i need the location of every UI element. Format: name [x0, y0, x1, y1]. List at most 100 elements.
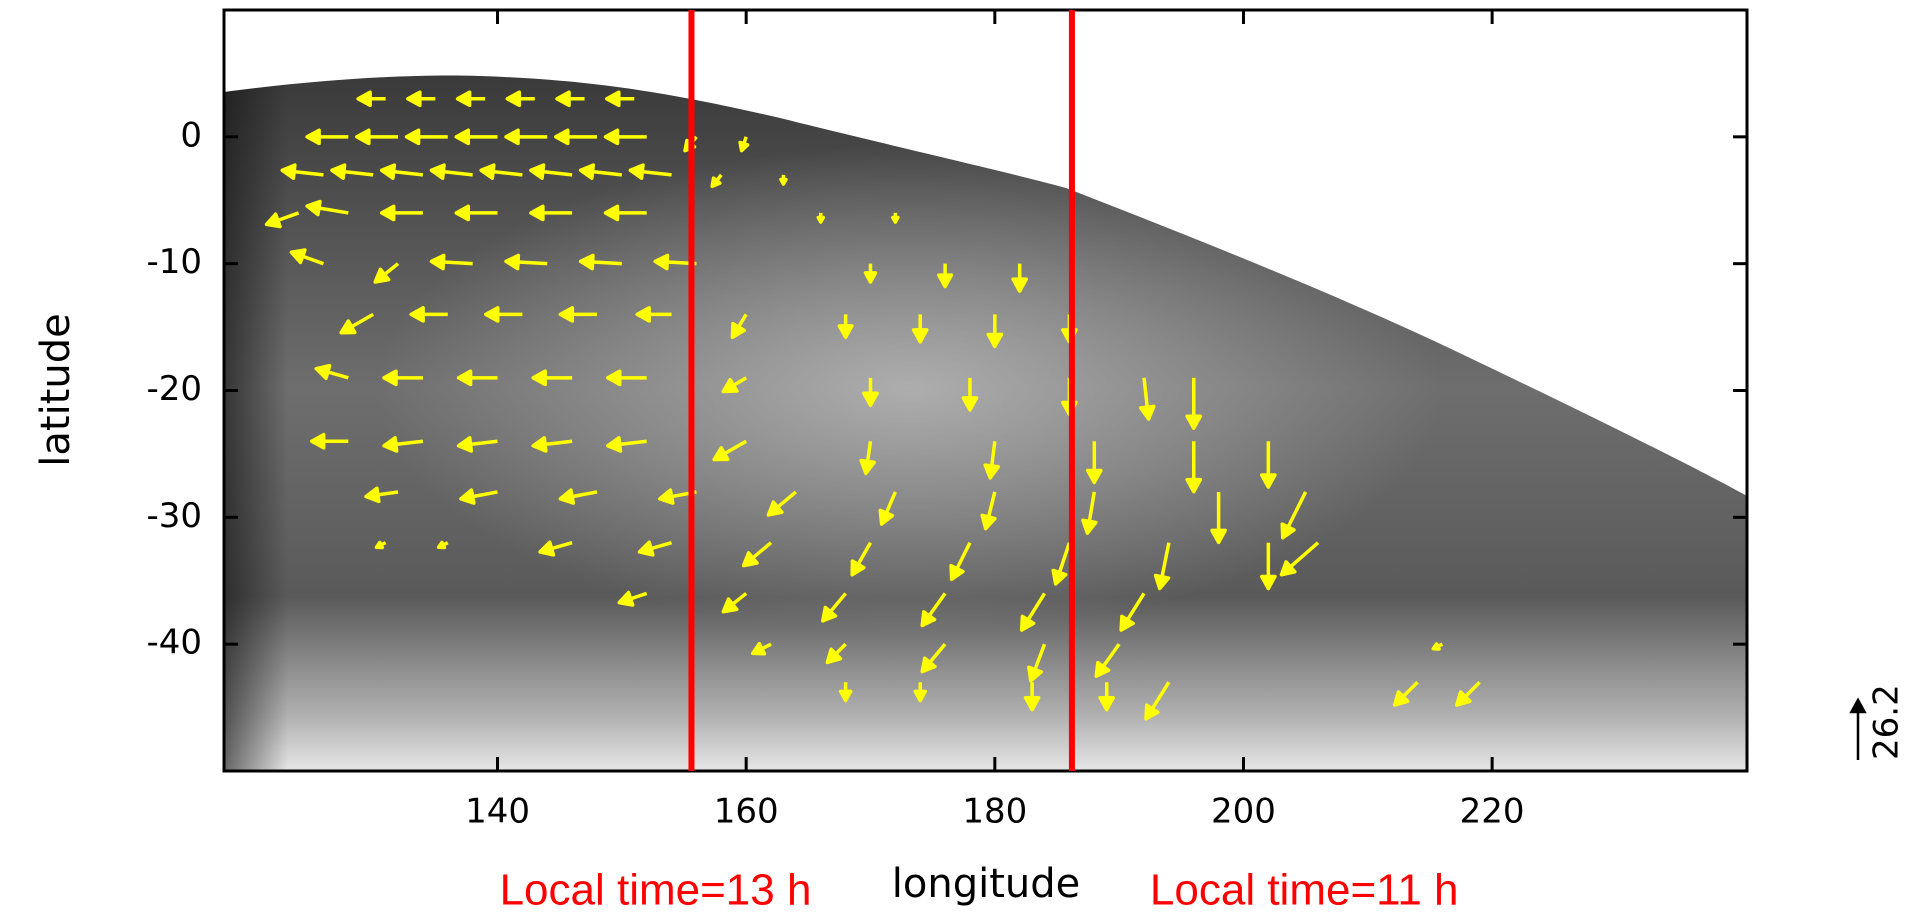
- wind-vector: [1023, 682, 1041, 712]
- wind-vector: [741, 541, 773, 568]
- wind-vector: [558, 306, 597, 323]
- wind-vector: [710, 173, 723, 189]
- y-tick-label: -10: [146, 242, 202, 282]
- wind-vector: [1259, 542, 1277, 591]
- x-axis-label: longitude: [892, 861, 1080, 907]
- wind-vector: [1027, 643, 1047, 683]
- wind-vector: [1081, 491, 1098, 535]
- wind-vector: [355, 128, 399, 146]
- wind-vector: [456, 436, 498, 453]
- y-tick-label: -30: [146, 496, 202, 536]
- wind-vector: [529, 163, 573, 180]
- wind-vector: [314, 363, 349, 381]
- wind-vector: [1051, 542, 1072, 586]
- wind-vector: [554, 128, 597, 146]
- wind-vector: [862, 377, 879, 408]
- wind-vector: [779, 174, 788, 186]
- wind-vector: [891, 212, 900, 224]
- wind-vector: [1431, 642, 1444, 651]
- wind-vector: [712, 439, 748, 462]
- x-tick-label: 180: [962, 792, 1027, 832]
- wind-vector: [949, 541, 972, 582]
- planet-image: [224, 75, 1747, 771]
- wind-vector: [721, 376, 748, 394]
- wind-vector: [738, 136, 750, 153]
- wind-vector: [859, 440, 876, 476]
- wind-vector: [1119, 592, 1146, 632]
- wind-vector: [289, 248, 325, 266]
- wind-vector: [617, 590, 648, 607]
- wind-vector: [531, 369, 573, 387]
- wind-vector: [1259, 441, 1277, 489]
- wind-vector: [920, 592, 947, 628]
- wind-vector: [911, 314, 929, 344]
- wind-vector: [1144, 681, 1171, 721]
- wind-vector: [404, 128, 448, 146]
- wind-vector: [1085, 441, 1103, 485]
- wind-vector: [986, 314, 1004, 349]
- reference-label: 26.2: [1867, 684, 1907, 760]
- wind-vector: [504, 253, 548, 271]
- wind-vector: [816, 212, 826, 224]
- wind-vector: [820, 592, 847, 623]
- wind-vector: [721, 592, 748, 614]
- wind-vector: [305, 128, 349, 146]
- wind-vector: [455, 90, 486, 108]
- wind-vector: [578, 253, 622, 271]
- wind-vector: [850, 541, 873, 577]
- wind-vector: [309, 432, 349, 450]
- wind-vector: [980, 491, 997, 531]
- wind-vector: [920, 643, 947, 674]
- wind-vector: [379, 204, 423, 222]
- wind-vector: [379, 163, 424, 180]
- wind-vector: [382, 369, 423, 387]
- wind-vector: [436, 540, 449, 550]
- reference-arrow: [1849, 697, 1867, 760]
- wind-vector: [305, 199, 349, 217]
- wind-vector: [339, 312, 375, 335]
- wind-vector: [280, 163, 324, 180]
- wind-vector: [429, 163, 473, 180]
- wind-vector: [603, 128, 647, 146]
- wind-vector: [837, 314, 854, 340]
- local-time-label: Local time=11 h: [1150, 866, 1459, 915]
- wind-vector: [409, 306, 448, 323]
- wind-vector: [825, 642, 847, 665]
- x-tick-label: 140: [465, 792, 530, 832]
- wind-vector: [838, 682, 853, 703]
- wind-vector: [1185, 377, 1203, 430]
- wind-vector: [637, 540, 673, 557]
- y-tick-label: -40: [146, 623, 202, 663]
- wind-vector: [1094, 643, 1121, 678]
- plot-area: [264, 90, 1481, 721]
- wind-vector: [505, 90, 535, 108]
- wind-vector: [1210, 491, 1227, 545]
- wind-vector: [1455, 680, 1481, 707]
- wind-vector: [878, 491, 897, 526]
- wind-vector: [961, 377, 979, 412]
- local-time-label: Local time=13 h: [500, 866, 812, 915]
- y-axis-label: latitude: [33, 313, 79, 466]
- wind-vector: [374, 540, 387, 550]
- wind-vector: [1392, 680, 1419, 707]
- wind-vector: [1019, 592, 1047, 632]
- wind-vector: [606, 369, 647, 387]
- wind-vector: [456, 369, 498, 387]
- wind-vector: [1185, 441, 1203, 494]
- wind-vector: [373, 262, 400, 284]
- wind-vector: [863, 263, 878, 284]
- x-tick-label: 160: [714, 792, 779, 832]
- wind-vector: [382, 436, 424, 453]
- wind-vector: [1279, 541, 1320, 577]
- wind-vector: [531, 436, 573, 453]
- wind-vector: [429, 253, 473, 271]
- wind-vector: [603, 204, 647, 222]
- wind-vector: [558, 488, 598, 505]
- wind-vector: [628, 163, 672, 180]
- x-tick-label: 220: [1460, 792, 1525, 832]
- wind-vector: [766, 490, 798, 517]
- wind-vector: [1098, 682, 1116, 712]
- wind-vector: [750, 641, 772, 656]
- wind-vector: [635, 306, 672, 323]
